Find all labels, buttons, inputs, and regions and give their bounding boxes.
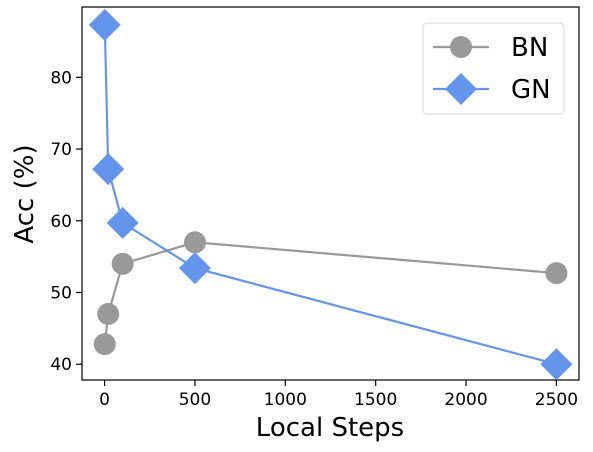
legend-items: BN GN (433, 33, 551, 105)
y-tick-label: 60 (50, 212, 72, 232)
legend-label: GN (511, 75, 551, 105)
legend-item-gn: GN (433, 73, 551, 105)
x-tick-label: 1500 (354, 390, 397, 410)
data-point-bn (183, 231, 206, 254)
data-point-gn (92, 153, 125, 186)
y-axis-label: Acc (%) (10, 144, 40, 243)
y-tick-label: 40 (50, 355, 72, 375)
x-tick-label: 1000 (264, 390, 307, 410)
legend-item-bn: BN (433, 33, 548, 63)
data-point-bn (97, 303, 120, 326)
axes-frame (81, 6, 580, 381)
data-point-gn (540, 348, 573, 381)
x-tick-label: 2500 (535, 390, 578, 410)
legend-marker-gn (445, 73, 477, 105)
data-point-bn (93, 333, 116, 356)
data-point-bn (111, 252, 134, 275)
data-point-gn (88, 8, 121, 41)
y-tick-label: 70 (50, 140, 72, 160)
y-axis-ticks: 40 50 60 70 80 (50, 68, 82, 375)
series-gn (88, 8, 573, 381)
x-tick-label: 2000 (444, 390, 487, 410)
x-tick-label: 0 (99, 390, 110, 410)
data-point-gn (106, 206, 139, 239)
series-bn (93, 231, 568, 356)
data-point-bn (545, 262, 568, 285)
series-line-bn (103, 241, 557, 345)
x-tick-label: 500 (179, 390, 211, 410)
y-tick-label: 50 (50, 283, 72, 303)
plot-area (81, 6, 580, 381)
y-tick-label: 80 (50, 68, 72, 88)
series-layer (88, 8, 573, 381)
x-axis-ticks: 0 500 1000 1500 2000 2500 (99, 380, 578, 410)
data-point-gn (178, 252, 211, 285)
x-axis-label: Local Steps (256, 413, 404, 443)
legend-marker-bn (450, 36, 472, 58)
legend: BN GN (422, 22, 565, 115)
legend-label: BN (511, 33, 548, 63)
